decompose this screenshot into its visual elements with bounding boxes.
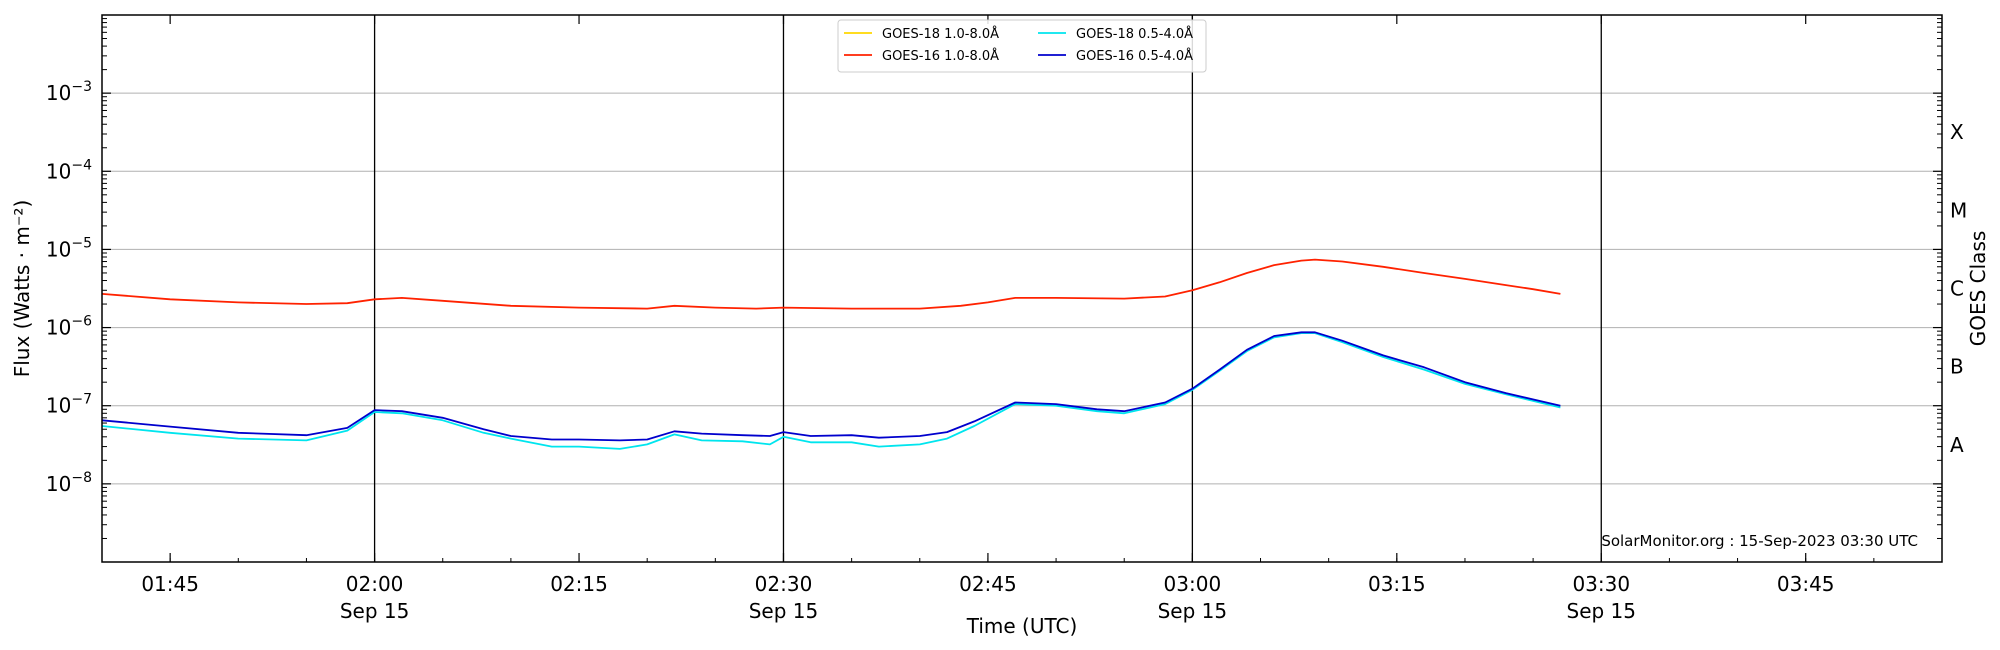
x-tick-label: 02:00 xyxy=(346,572,404,596)
legend-label: GOES-18 1.0-8.0Å xyxy=(882,26,999,42)
x-tick-label: 01:45 xyxy=(141,572,199,596)
x-tick-label: 03:30 xyxy=(1572,572,1630,596)
axis-layer: 10−8 10−7 10−6 10−5 10−4 10−3 01:45 02:00 Sep 15… xyxy=(46,15,1967,623)
vertical-day-lines xyxy=(373,15,1602,562)
x-tick-date-label: Sep 15 xyxy=(1158,599,1228,623)
x-tick-label: 02:45 xyxy=(959,572,1017,596)
legend-label: GOES-16 1.0-8.0Å xyxy=(882,48,999,64)
goes-class-label: M xyxy=(1950,198,1967,222)
x-tick-label: 03:00 xyxy=(1164,572,1222,596)
series-layer xyxy=(101,258,1561,450)
legend-label: GOES-18 0.5-4.0Å xyxy=(1076,26,1193,42)
y-axis-title: Flux (Watts · m⁻²) xyxy=(10,200,34,378)
x-tick-label: 02:15 xyxy=(550,572,608,596)
goes-class-label: C xyxy=(1950,277,1964,301)
x-tick-date-label: Sep 15 xyxy=(749,599,819,623)
y-tick-label: 10−3 xyxy=(46,79,92,105)
legend: GOES-18 1.0-8.0Å GOES-16 1.0-8.0Å GOES-18 … xyxy=(837,19,1207,73)
x-tick-date-label: Sep 15 xyxy=(340,599,410,623)
legend-label: GOES-16 0.5-4.0Å xyxy=(1076,48,1193,64)
y-tick-label: 10−8 xyxy=(46,470,92,496)
series-line-goes-16-1-0-8-0- xyxy=(101,258,1561,310)
x-axis-title: Time (UTC) xyxy=(966,614,1078,638)
y-tick-label: 10−6 xyxy=(46,314,92,340)
source-annotation: SolarMonitor.org : 15-Sep-2023 03:30 UTC xyxy=(1601,532,1918,550)
y-tick-label: 10−4 xyxy=(46,157,92,183)
y-tick-label: 10−5 xyxy=(46,235,92,261)
x-tick-label: 03:15 xyxy=(1368,572,1426,596)
goes-class-label: B xyxy=(1950,355,1964,379)
grid-layer xyxy=(102,92,1942,485)
right-axis-title: GOES Class xyxy=(1966,231,1990,347)
x-tick-label: 02:30 xyxy=(755,572,813,596)
legend-box xyxy=(837,19,1207,73)
y-tick-label: 10−7 xyxy=(46,392,92,418)
x-tick-label: 03:45 xyxy=(1777,572,1835,596)
goes-class-label: X xyxy=(1950,120,1964,144)
series-line-goes-18-0-5-4-0- xyxy=(101,332,1561,450)
goes-class-label: A xyxy=(1950,433,1964,457)
x-tick-date-label: Sep 15 xyxy=(1567,599,1637,623)
plot-area-frame xyxy=(101,14,1943,563)
series-line-goes-16-0-5-4-0- xyxy=(101,331,1561,442)
